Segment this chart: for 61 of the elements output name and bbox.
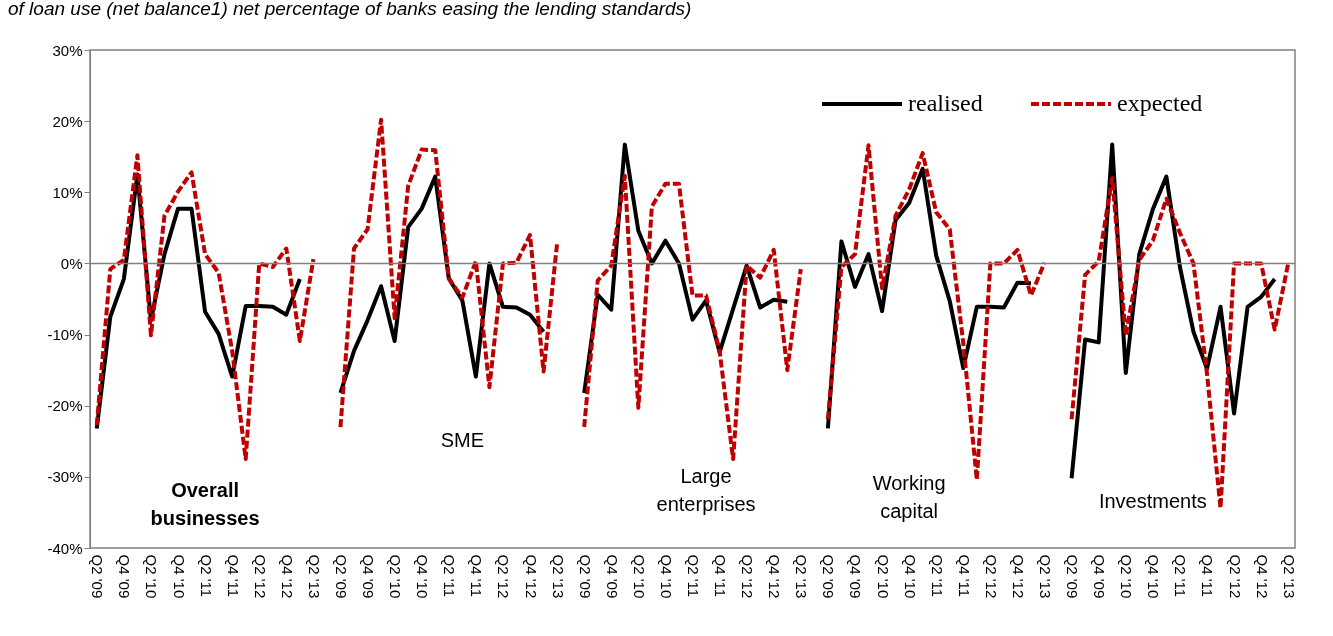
y-tick-label: -30% [47, 468, 83, 486]
x-tick-label: Q2 '09 [1064, 554, 1082, 599]
x-tick-label: Q2 '12 [982, 554, 1000, 599]
x-tick-label: Q2 '10 [874, 554, 892, 599]
y-tick-label: -10% [47, 326, 83, 344]
x-tick-label: Q4 '11 [712, 554, 730, 598]
x-tick-label: Q4 '10 [170, 554, 188, 599]
x-tick-label: Q4 '12 [766, 554, 784, 599]
x-tick-label: Q4 '12 [278, 554, 296, 599]
x-tick-label: Q2 '09 [89, 554, 107, 599]
x-tick-label: Q2 '12 [739, 554, 757, 599]
x-tick-label: Q4 '09 [360, 554, 378, 599]
annotation: Working capital [872, 471, 946, 522]
legend-label: expected [1117, 90, 1203, 116]
annotation: SME [440, 429, 484, 452]
y-tick-label: -20% [47, 397, 83, 415]
x-tick-label: Q4 '09 [116, 554, 134, 599]
x-tick-label: Q2 '13 [305, 554, 323, 599]
x-tick-label: Q2 '10 [1118, 554, 1136, 599]
x-tick-label: Q2 '12 [251, 554, 269, 599]
x-tick-label: Q4 '11 [224, 554, 242, 598]
x-tick-label: Q4 '11 [468, 554, 486, 598]
x-tick-label: Q2 '11 [928, 554, 946, 598]
annotation: Large enterprises [656, 464, 756, 515]
x-tick-label: Q4 '11 [955, 554, 973, 598]
x-tick-label: Q4 '10 [901, 554, 919, 599]
x-tick-label: Q4 '12 [1253, 554, 1271, 599]
x-tick-label: Q2 '11 [685, 554, 702, 598]
x-tick-label: Q2 '11 [1172, 554, 1190, 598]
annotation: Investments [1098, 489, 1207, 512]
x-tick-label: Q4 '10 [414, 554, 432, 599]
y-tick-label: -40% [47, 539, 83, 557]
y-tick-label: 20% [52, 112, 83, 130]
x-tick-label: Q2 '13 [1037, 554, 1055, 599]
x-tick-label: Q4 '12 [522, 554, 540, 599]
x-tick-label: Q4 '09 [603, 554, 621, 599]
legend-label: realised [908, 90, 983, 116]
x-tick-label: Q4 '10 [657, 554, 675, 599]
x-tick-label: Q2 '12 [1226, 554, 1244, 599]
y-tick-label: 10% [52, 183, 83, 201]
y-tick-label: 0% [60, 254, 83, 272]
x-tick-label: Q2 '13 [549, 554, 567, 599]
x-tick-label: Q2 '10 [630, 554, 648, 599]
x-tick-label: Q2 '11 [197, 554, 215, 598]
x-tick-label: Q2 '13 [1280, 554, 1298, 599]
y-tick-label: 30% [52, 41, 83, 59]
x-tick-label: Q2 '12 [495, 554, 513, 599]
x-tick-label: Q4 '09 [1091, 554, 1109, 599]
x-tick-label: Q2 '11 [441, 554, 459, 598]
x-tick-label: Q2 '10 [387, 554, 405, 599]
x-tick-label: Q2 '09 [576, 554, 594, 599]
annotation: Overall businesses [150, 479, 260, 530]
chart-title: of loan use (net balance1) net percentage of banks easing the lending standards) [8, 0, 692, 19]
x-tick-label: Q2 '10 [143, 554, 161, 599]
x-tick-label: Q4 '11 [1199, 554, 1217, 598]
x-tick-label: Q2 '09 [820, 554, 838, 599]
x-tick-label: Q4 '09 [847, 554, 865, 599]
x-tick-label: Q4 '12 [1009, 554, 1027, 599]
x-tick-label: Q4 '10 [1145, 554, 1163, 599]
x-tick-label: Q2 '13 [793, 554, 811, 599]
x-tick-label: Q2 '09 [332, 554, 350, 599]
